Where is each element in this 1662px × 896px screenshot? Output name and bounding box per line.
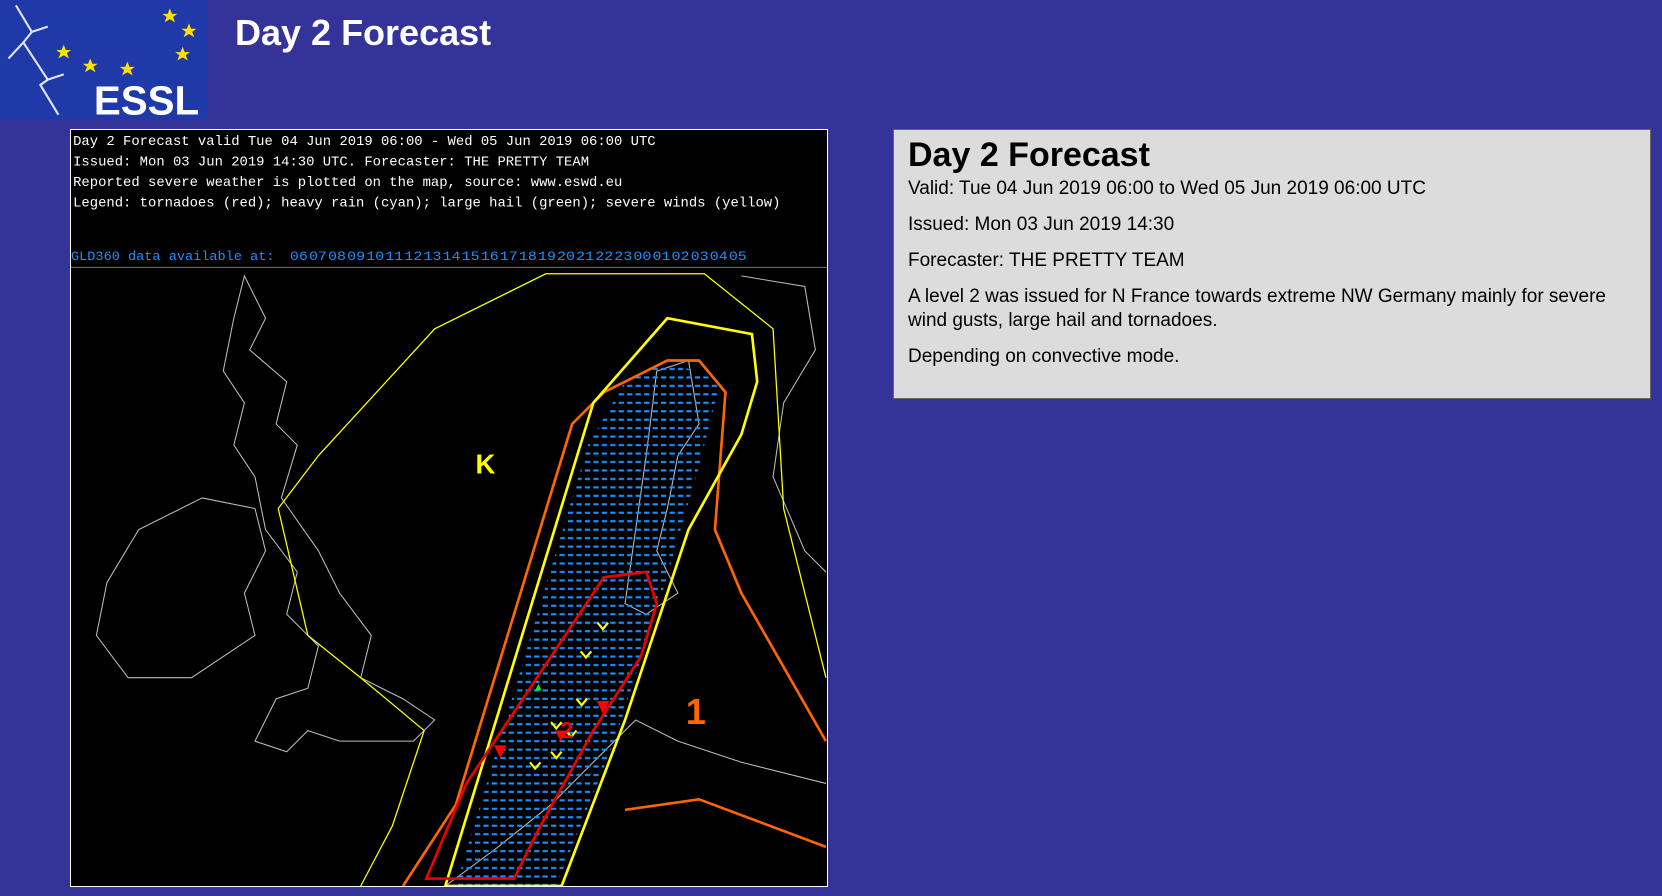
map-header-line: Reported severe weather is plotted on th…: [73, 175, 622, 191]
gld360-hour-link[interactable]: 03: [691, 249, 709, 264]
gld360-hour-link[interactable]: 19: [538, 249, 556, 264]
gld360-hour-link[interactable]: 10: [366, 249, 384, 264]
gld360-hour-link[interactable]: 16: [481, 249, 499, 264]
level-1-wind-area: [443, 316, 759, 886]
gld360-hour-link[interactable]: 01: [652, 249, 670, 264]
gld360-hour-link[interactable]: 18: [519, 249, 537, 264]
level-1-area: [401, 359, 827, 886]
map-header-line: Legend: tornadoes (red); heavy rain (cya…: [73, 196, 780, 212]
gld360-hour-link[interactable]: 12: [404, 249, 422, 264]
symbol-label: K: [476, 449, 496, 480]
gld360-hour-link[interactable]: 11: [385, 249, 403, 264]
map-header-line: Day 2 Forecast valid Tue 04 Jun 2019 06:…: [73, 134, 655, 150]
panel-title: Day 2 Forecast: [908, 136, 1150, 174]
gld360-hour-link[interactable]: 14: [443, 249, 461, 264]
gld360-hour-link[interactable]: 15: [462, 249, 480, 264]
forecast-panel: Day 2 Forecast Valid: Tue 04 Jun 2019 06…: [893, 129, 1651, 399]
essl-logo: ESSL: [0, 0, 207, 119]
gld360-hour-link[interactable]: 04: [710, 249, 728, 264]
forecast-map: Day 2 Forecast valid Tue 04 Jun 2019 06:…: [70, 129, 828, 887]
gld360-hour-link[interactable]: 02: [672, 249, 690, 264]
forecast-text: Depending on convective mode.: [908, 346, 1180, 367]
rain-reports: [455, 360, 721, 886]
wind-reports: [529, 622, 609, 771]
gld360-hour-link[interactable]: 06: [290, 249, 308, 264]
forecaster: Forecaster: THE PRETTY TEAM: [908, 250, 1185, 271]
gld360-hour-link[interactable]: 09: [347, 249, 365, 264]
tornado-reports: [493, 700, 610, 759]
logo-text: ESSL: [94, 78, 199, 119]
gld360-hour-link[interactable]: 20: [557, 249, 575, 264]
gld360-label: GLD360 data available at:: [71, 249, 275, 264]
map-header-line: Issued: Mon 03 Jun 2019 14:30 UTC. Forec…: [73, 154, 589, 170]
gld360-hour-link[interactable]: 22: [595, 249, 613, 264]
issued-time: Issued: Mon 03 Jun 2019 14:30: [908, 214, 1175, 235]
gld360-hour-link[interactable]: 17: [500, 249, 518, 264]
valid-time: Valid: Tue 04 Jun 2019 06:00 to Wed 05 J…: [908, 178, 1426, 199]
level-label: 2: [560, 717, 573, 743]
gld360-hour-link[interactable]: 23: [614, 249, 632, 264]
hail-report: [535, 684, 542, 691]
level-1-area-south: [624, 797, 827, 849]
gld360-hour-link[interactable]: 07: [309, 249, 327, 264]
level-0-area: [277, 273, 827, 886]
level-2-area: [424, 570, 659, 880]
gld360-hour-link[interactable]: 08: [328, 249, 346, 264]
gld360-hour-link[interactable]: 05: [729, 249, 747, 264]
gld360-hour-link[interactable]: 00: [633, 249, 651, 264]
gld360-hour-link[interactable]: 21: [576, 249, 594, 264]
page-title: Day 2 Forecast: [235, 12, 492, 53]
forecast-text: A level 2 was issued for N France toward…: [908, 286, 1606, 331]
gld360-hour-link[interactable]: 13: [423, 249, 441, 264]
level-label: 1: [686, 691, 706, 732]
